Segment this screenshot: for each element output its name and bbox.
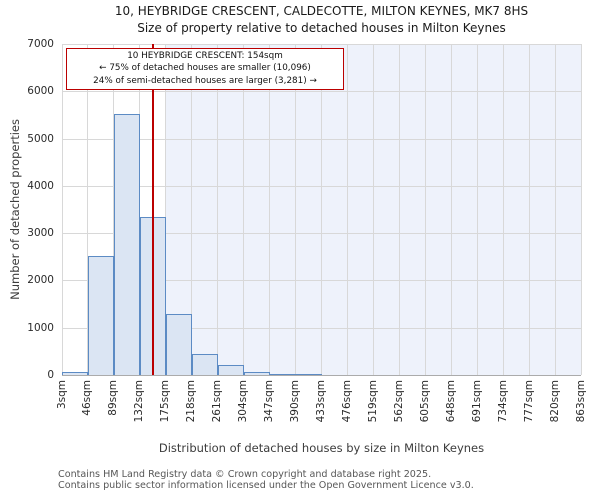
y-tick-label: 3000 [27, 227, 54, 240]
vertical-gridline [295, 44, 297, 375]
subject-size-marker-line [152, 44, 155, 375]
y-tick-label: 2000 [27, 274, 54, 287]
footer-attribution: Contains HM Land Registry data © Crown c… [58, 469, 474, 491]
histogram-bar [269, 373, 297, 375]
histogram-bar [87, 256, 115, 375]
y-tick-label: 7000 [27, 38, 54, 50]
annotation-line-3: 24% of semi-detached houses are larger (… [93, 75, 317, 86]
x-tick-label: 132sqm [133, 380, 146, 423]
x-tick-label: 605sqm [418, 380, 431, 423]
histogram-bar [62, 371, 89, 375]
annotation-line-1: 10 HEYBRIDGE CRESCENT: 154sqm [127, 51, 283, 61]
vertical-gridline [502, 44, 504, 375]
x-tick-label: 777sqm [522, 380, 535, 423]
x-tick-label: 476sqm [340, 380, 353, 423]
x-tick-label: 261sqm [211, 380, 224, 423]
vertical-gridline [372, 44, 374, 375]
y-tick-label: 0 [47, 369, 54, 381]
x-tick-label: 390sqm [289, 380, 302, 423]
x-tick-label: 218sqm [185, 380, 198, 423]
x-tick-label: 46sqm [81, 380, 94, 416]
x-tick-label: 304sqm [237, 380, 250, 423]
vertical-gridline [424, 44, 426, 375]
x-tick-label: 562sqm [392, 380, 405, 423]
vertical-gridline [554, 44, 556, 375]
horizontal-gridline [62, 280, 581, 282]
y-tick-label: 4000 [27, 179, 54, 192]
vertical-gridline [269, 44, 271, 375]
vertical-gridline [580, 44, 582, 375]
x-tick-label: 820sqm [548, 380, 561, 423]
horizontal-gridline [62, 138, 581, 140]
histogram-bar [191, 353, 219, 375]
y-tick-label: 5000 [27, 132, 54, 145]
y-tick-label: 1000 [27, 321, 54, 334]
plot-area: 10 HEYBRIDGE CRESCENT: 154sqm ← 75% of d… [61, 44, 582, 376]
vertical-gridline [476, 44, 478, 375]
x-tick-label: 347sqm [263, 380, 276, 423]
vertical-gridline [87, 44, 89, 375]
vertical-gridline [191, 44, 193, 375]
vertical-gridline [321, 44, 322, 375]
vertical-gridline [450, 44, 452, 375]
histogram-bar [217, 365, 245, 375]
histogram-bar [295, 373, 322, 375]
horizontal-gridline [62, 91, 581, 93]
x-tick-label: 3sqm [55, 380, 68, 410]
vertical-gridline [61, 44, 63, 375]
horizontal-gridline [62, 44, 581, 45]
horizontal-gridline [62, 185, 581, 187]
footer-attribution-line-1: Contains HM Land Registry data © Crown c… [58, 469, 432, 480]
vertical-gridline [398, 44, 400, 375]
x-tick-label: 648sqm [444, 380, 457, 423]
vertical-gridline [528, 44, 530, 375]
x-tick-label: 89sqm [107, 380, 120, 416]
horizontal-gridline [62, 327, 581, 329]
x-tick-label: 734sqm [496, 380, 509, 423]
x-tick-label: 519sqm [366, 380, 379, 423]
x-tick-label: 691sqm [470, 380, 483, 423]
histogram-bar [165, 314, 193, 375]
x-axis-label: Distribution of detached houses by size … [158, 441, 485, 455]
annotation-box: 10 HEYBRIDGE CRESCENT: 154sqm ← 75% of d… [66, 48, 344, 91]
vertical-gridline [217, 44, 219, 375]
x-tick-label: 433sqm [315, 380, 327, 423]
vertical-gridline [243, 44, 245, 375]
histogram-bar [113, 113, 141, 375]
x-tick-label: 863sqm [574, 380, 587, 423]
annotation-line-2: ← 75% of detached houses are smaller (10… [99, 63, 311, 74]
horizontal-gridline [62, 233, 581, 235]
footer-attribution-line-2: Contains public sector information licen… [58, 479, 474, 491]
chart-subtitle: Size of property relative to detached ho… [137, 21, 506, 35]
chart-title: 10, HEYBRIDGE CRESCENT, CALDECOTTE, MILT… [114, 4, 529, 18]
y-tick-label: 6000 [27, 85, 54, 98]
vertical-gridline [346, 44, 348, 375]
histogram-bar [243, 372, 271, 375]
vertical-gridline [165, 44, 167, 375]
x-tick-label: 175sqm [159, 380, 172, 423]
